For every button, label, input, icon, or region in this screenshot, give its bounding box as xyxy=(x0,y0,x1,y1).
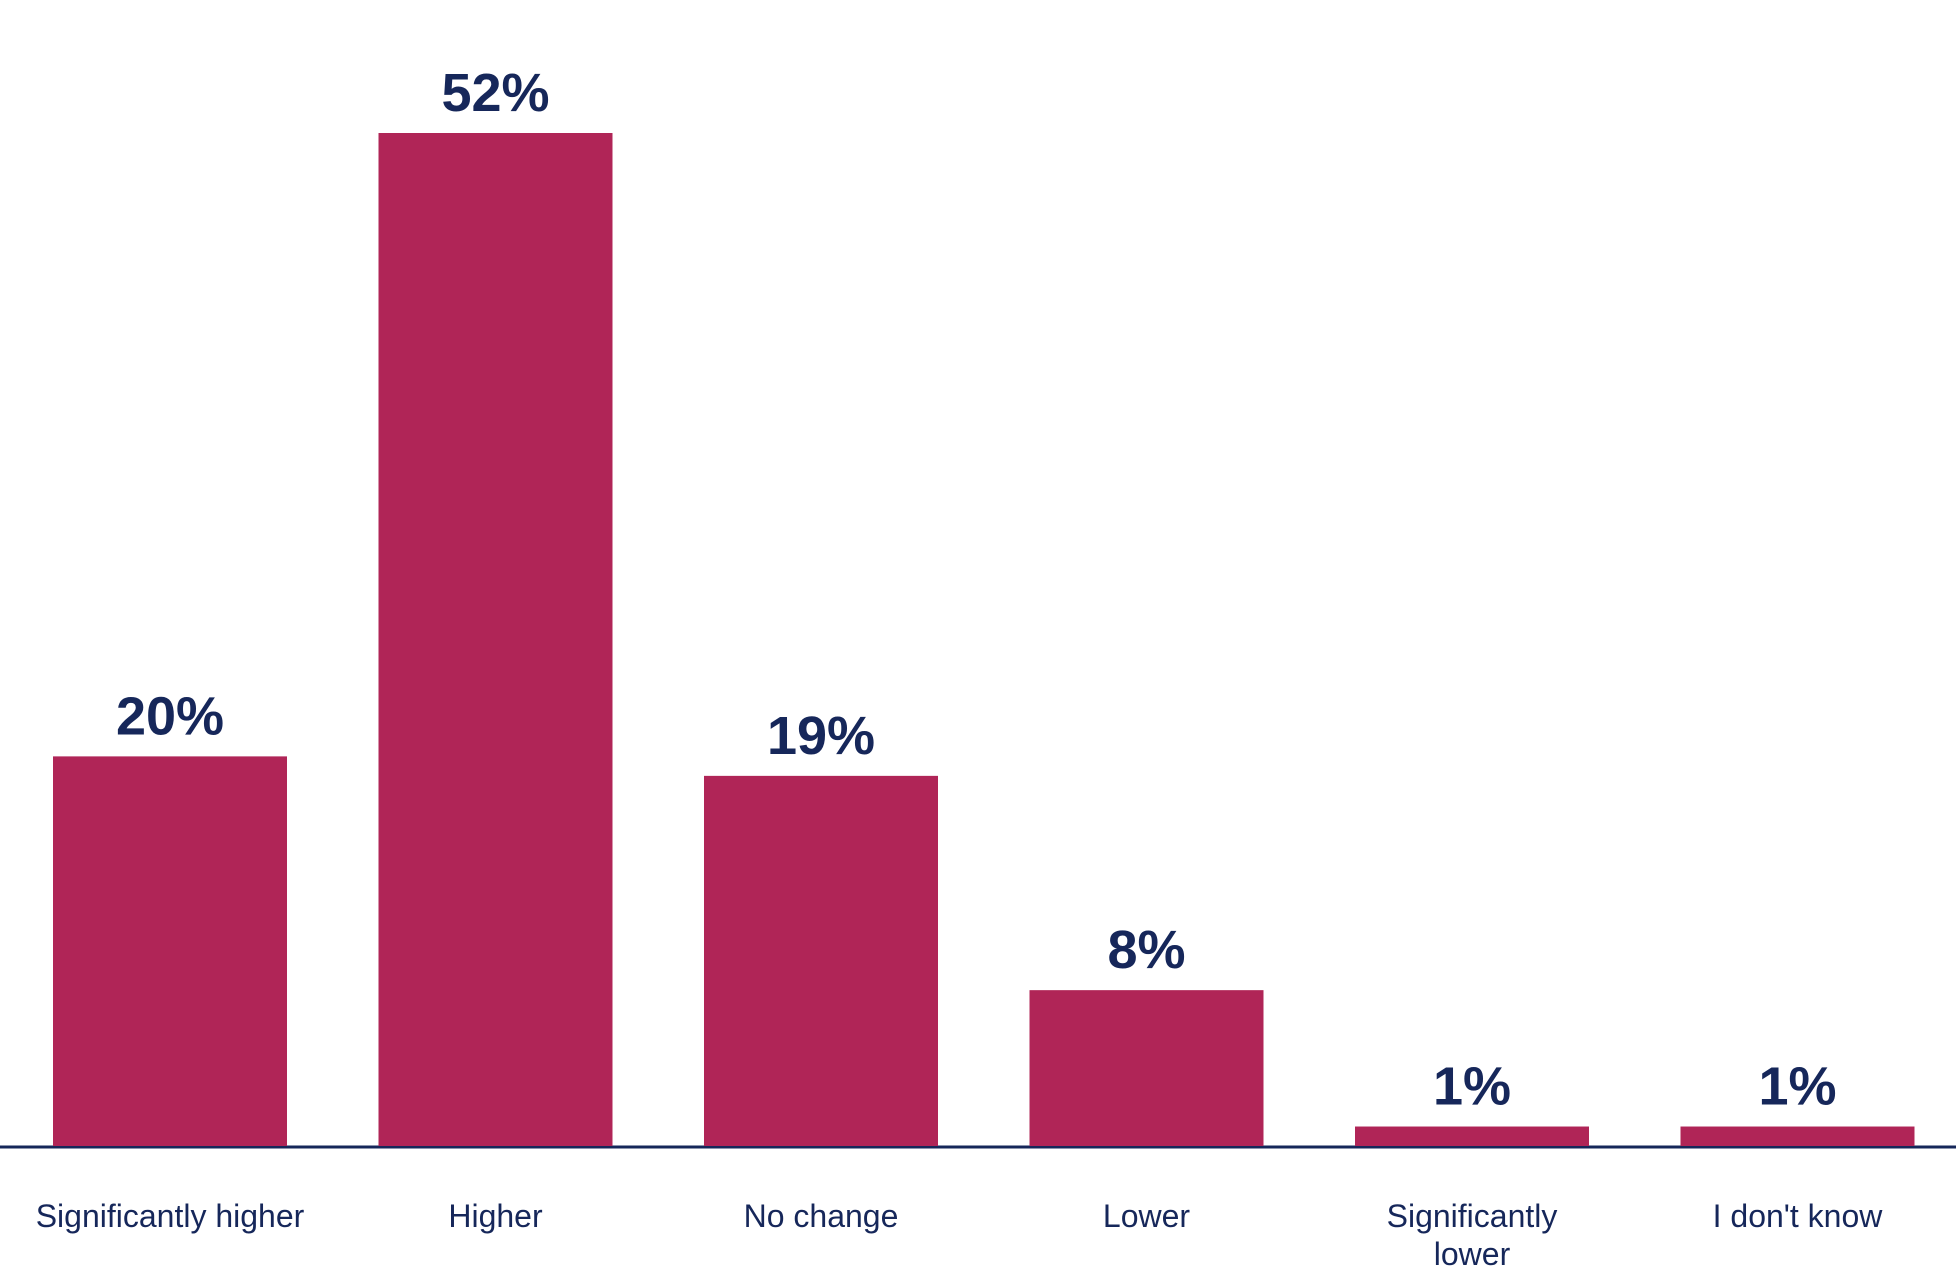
value-label: 1% xyxy=(1433,1057,1511,1117)
x-tick-label: Lower xyxy=(1102,1198,1191,1234)
bar xyxy=(378,133,613,1146)
bar xyxy=(53,756,287,1146)
value-label: 20% xyxy=(116,686,224,746)
bar xyxy=(1029,990,1264,1146)
bar xyxy=(1355,1126,1589,1146)
x-tick-label: I don't know xyxy=(1712,1198,1883,1234)
x-tick-label: Significantly higher xyxy=(35,1198,305,1234)
value-label: 52% xyxy=(441,63,549,123)
value-label: 1% xyxy=(1758,1057,1836,1117)
bar xyxy=(704,775,938,1146)
x-tick-label: Significantly lower xyxy=(1386,1198,1558,1272)
value-label: 19% xyxy=(767,706,875,766)
value-label: 8% xyxy=(1107,920,1185,980)
bar xyxy=(1680,1126,1915,1146)
x-tick-label: No change xyxy=(743,1198,899,1234)
x-tick-label: Higher xyxy=(448,1198,543,1234)
